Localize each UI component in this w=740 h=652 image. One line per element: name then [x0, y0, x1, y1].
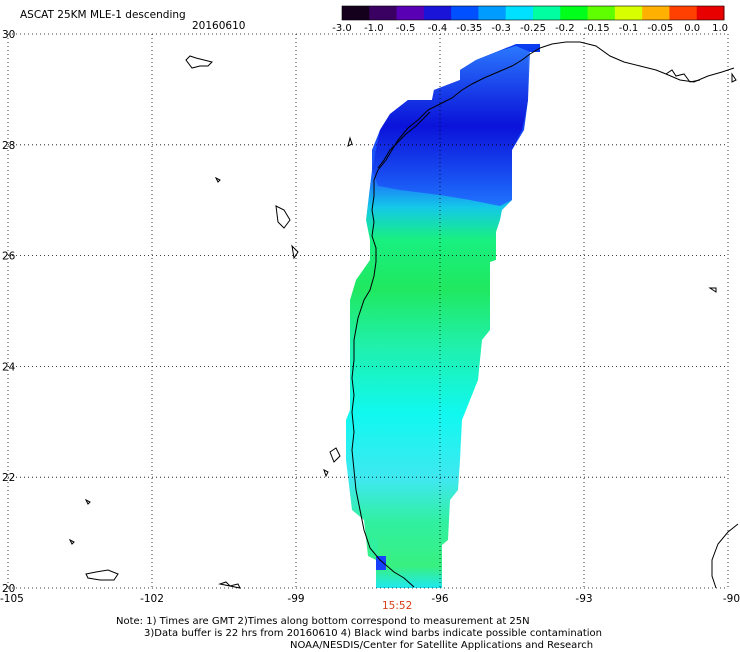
note-line-1: Note: 1) Times are GMT 2)Times along bot…	[116, 616, 530, 627]
colorbar-swatch	[505, 6, 534, 20]
latitude-label: 30	[2, 29, 15, 41]
island-shape	[291, 244, 299, 260]
longitude-label: -90	[723, 593, 740, 605]
colorbar-swatch	[533, 6, 561, 20]
island-shape	[185, 55, 213, 69]
colorbar-swatch	[642, 6, 670, 20]
colorbar-label: -0.1	[619, 23, 639, 34]
island-shape	[275, 205, 291, 229]
longitude-label: -102	[140, 593, 164, 605]
colorbar-swatch	[587, 6, 616, 20]
colorbar-swatch	[369, 6, 398, 20]
colorbar-swatch	[560, 6, 589, 20]
island-shape	[84, 498, 91, 505]
gulf-coastline-east	[665, 69, 701, 83]
data-swath	[346, 44, 540, 588]
longitude-label: -93	[575, 593, 592, 605]
note-line-3: NOAA/NESDIS/Center for Satellite Applica…	[290, 640, 594, 651]
colorbar-swatch	[423, 6, 452, 20]
colorbar	[341, 5, 725, 21]
colorbar-swatch	[696, 6, 725, 20]
swath-edge-cell	[376, 556, 386, 570]
latitude-label: 28	[2, 140, 15, 152]
lat-lon-grid	[7, 33, 729, 589]
latitude-label: 24	[2, 361, 16, 373]
island-shape	[218, 581, 241, 589]
colorbar-swatch	[669, 6, 698, 20]
coastline	[68, 41, 739, 589]
colorbar-label: -3.0	[332, 23, 352, 34]
latitude-labels: 30 28 26 24 22 20	[2, 29, 16, 595]
latitude-label: 26	[2, 251, 16, 263]
note-line-2: 3)Data buffer is 22 hrs from 20160610 4)…	[144, 628, 602, 639]
colorbar-label: 1.0	[712, 23, 728, 34]
island-shape	[347, 136, 353, 147]
colorbar-label: 0.0	[684, 23, 700, 34]
colorbar-swatch	[342, 6, 370, 20]
colorbar-label: -0.3	[491, 23, 511, 34]
inner-shoreline	[377, 111, 431, 169]
colorbar-label: -0.2	[555, 23, 575, 34]
map-date: 20160610	[192, 20, 246, 32]
longitude-label: -99	[287, 593, 304, 605]
colorbar-label: -0.4	[428, 23, 448, 34]
colorbar-swatch	[478, 6, 507, 20]
island-shape	[214, 176, 221, 183]
island-shape	[323, 469, 329, 478]
colorbar-label: -1.0	[364, 23, 384, 34]
pass-time-label: 15:52	[382, 600, 413, 612]
colorbar-swatch	[451, 6, 479, 20]
longitude-labels: -105 -102 -99 -96 -93 -90	[0, 593, 740, 605]
colorbar-labels: -3.0 -1.0 -0.5 -0.4 -0.35 -0.3 -0.25 -0.2 -0.15-…	[332, 23, 728, 34]
colorbar-frame	[341, 5, 725, 21]
longitude-label: -96	[431, 593, 448, 605]
island-shape	[731, 72, 737, 83]
swath-edge-cell	[370, 538, 378, 556]
colorbar-label: -0.05	[647, 23, 673, 34]
colorbar-label: -0.25	[520, 23, 546, 34]
island-shape	[708, 287, 717, 293]
colorbar-swatch	[614, 6, 643, 20]
gulf-coastline	[351, 41, 735, 588]
colorbar-swatch	[396, 6, 425, 20]
island-shape	[85, 569, 119, 581]
yucatan-coast	[711, 523, 739, 589]
latitude-label: 20	[2, 583, 15, 595]
island-shape	[329, 447, 341, 463]
latitude-label: 22	[2, 472, 15, 484]
swath-blue-region	[372, 46, 530, 206]
longitude-label: -105	[0, 593, 24, 605]
colorbar-label: -0.15	[584, 23, 610, 34]
map-title: ASCAT 25KM MLE-1 descending	[20, 9, 186, 21]
colorbar-label: -0.5	[396, 23, 416, 34]
colorbar-label: -0.35	[456, 23, 482, 34]
island-shape	[68, 538, 75, 545]
